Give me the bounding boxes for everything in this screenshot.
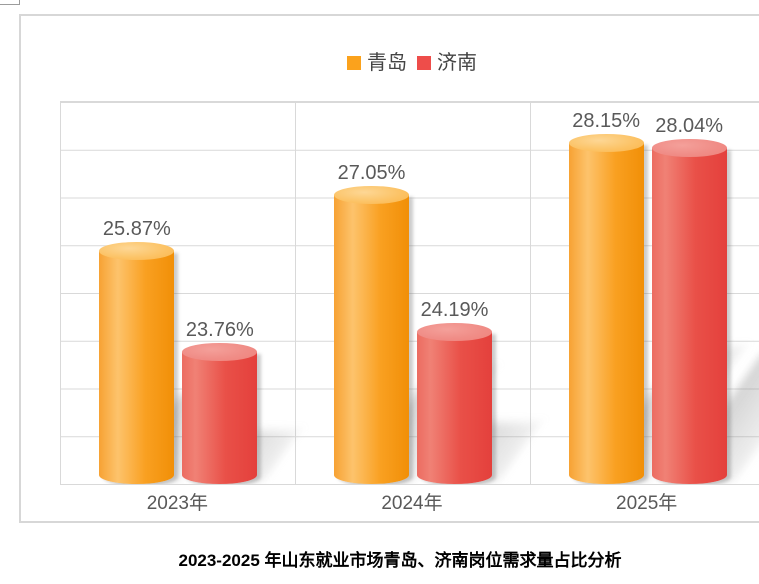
vertical-gridline-1 <box>295 102 297 484</box>
legend-swatch-jinan-icon <box>417 56 431 70</box>
vertical-gridline-2 <box>530 102 532 484</box>
chart-container[interactable]: 青岛 济南 25.87% 23.76% 27.05% 24.19% 28.15% 28.0… <box>19 14 759 523</box>
bar-jinan-2025年[interactable] <box>651 138 727 484</box>
bar-top-ellipse <box>651 138 727 157</box>
bar-top-ellipse <box>182 343 258 362</box>
bar-top-ellipse <box>99 242 175 261</box>
data-label-jinan-2024年: 24.19% <box>420 298 489 321</box>
adjacent-frame-corner <box>0 0 20 5</box>
legend-label-jinan: 济南 <box>437 52 477 74</box>
chart-title-caption: 2023-2025 年山东就业市场青岛、济南岗位需求量占比分析 <box>178 551 622 570</box>
data-label-jinan-2025年: 28.04% <box>655 114 724 137</box>
bar-jinan-2024年[interactable] <box>417 322 492 484</box>
bar-qingdao-2024年[interactable] <box>334 186 409 484</box>
x-axis-label-2025年: 2025年 <box>616 493 678 514</box>
data-label-jinan-2023年: 23.76% <box>185 319 254 342</box>
data-label-qingdao-2025年: 28.15% <box>572 109 641 132</box>
bar-top-ellipse <box>334 186 409 205</box>
bar-top-ellipse <box>568 133 644 152</box>
plot-area[interactable]: 25.87% 23.76% 27.05% 24.19% 28.15% 28.04% <box>60 101 759 485</box>
bar-qingdao-2025年[interactable] <box>568 133 644 484</box>
bar-jinan-2023年[interactable] <box>182 343 258 484</box>
bar-qingdao-2023年[interactable] <box>99 242 175 484</box>
x-axis-label-2024年: 2024年 <box>381 493 443 514</box>
x-axis-label-2023年: 2023年 <box>146 493 208 514</box>
legend-swatch-qingdao-icon <box>347 56 361 70</box>
chart-legend: 青岛 济南 <box>60 52 759 74</box>
legend-label-qingdao: 青岛 <box>367 52 407 74</box>
legend-item-qingdao[interactable]: 青岛 <box>347 52 407 74</box>
data-label-qingdao-2024年: 27.05% <box>337 162 406 185</box>
bar-top-ellipse <box>417 322 492 341</box>
legend-item-jinan[interactable]: 济南 <box>417 52 477 74</box>
data-label-qingdao-2023年: 25.87% <box>102 218 171 241</box>
